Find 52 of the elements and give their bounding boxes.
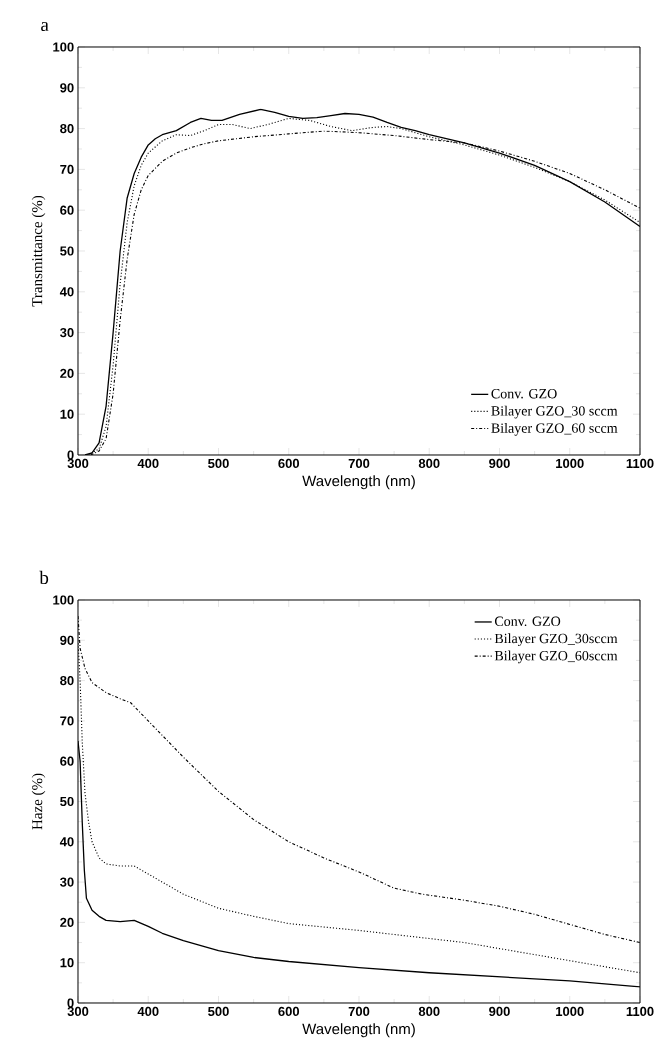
x-tick-label: 800 — [418, 1006, 440, 1017]
legend-label: Bilayer GZO_60 sccm — [491, 422, 618, 436]
y-tick-label: 40 — [59, 287, 74, 297]
legend-label: Bilayer GZO_60sccm — [494, 650, 618, 664]
y-tick-label: 90 — [60, 83, 74, 93]
y-axis-title: Haze (%) — [31, 773, 46, 830]
y-tick-label: 30 — [60, 877, 74, 887]
y-axis-title: Transmittance (%) — [31, 195, 46, 307]
y-tick-label: 80 — [60, 123, 74, 134]
y-tick-label: 30 — [60, 327, 74, 338]
x-tick-label: 900 — [489, 1006, 510, 1017]
x-tick-label: 800 — [418, 458, 440, 469]
x-tick-label: 400 — [137, 1006, 159, 1017]
y-tick-label: 70 — [60, 716, 74, 726]
x-tick-label: 500 — [208, 1006, 229, 1017]
x-tick-label: 300 — [67, 458, 89, 469]
x-tick-label: 1000 — [556, 458, 584, 469]
x-axis-title: Wavelength (nm) — [302, 475, 415, 490]
y-tick-label: 20 — [60, 368, 74, 378]
y-tick-label: 90 — [60, 635, 74, 645]
y-tick-label: 40 — [59, 837, 74, 847]
x-tick-label: 1100 — [626, 458, 654, 469]
x-tick-label: 900 — [489, 458, 510, 469]
x-tick-label: 300 — [67, 1006, 89, 1017]
y-tick-label: 0 — [67, 998, 74, 1008]
y-tick-label: 10 — [60, 409, 74, 419]
x-tick-label: 600 — [278, 1006, 300, 1017]
chart-title: b — [39, 570, 49, 585]
chart-title: a — [41, 21, 49, 32]
y-tick-label: 70 — [60, 164, 74, 174]
y-tick-label: 60 — [60, 205, 74, 215]
y-tick-label: 100 — [53, 595, 74, 605]
y-tick-label: 20 — [60, 917, 74, 927]
x-tick-label: 500 — [208, 458, 229, 469]
x-tick-label: 1000 — [556, 1006, 584, 1017]
y-tick-label: 60 — [60, 756, 74, 766]
legend-label: Conv. GZO — [494, 616, 561, 627]
x-tick-label: 700 — [348, 1006, 370, 1017]
y-tick-label: 0 — [67, 450, 74, 460]
x-tick-label: 700 — [348, 458, 370, 469]
y-tick-label: 50 — [60, 246, 74, 256]
x-tick-label: 400 — [137, 458, 159, 469]
y-tick-label: 80 — [60, 675, 74, 686]
legend-label: Bilayer GZO_30sccm — [494, 633, 618, 647]
x-tick-label: 600 — [278, 458, 300, 469]
x-axis-title: Wavelength (nm) — [302, 1023, 415, 1038]
legend-label: Bilayer GZO_30 sccm — [491, 405, 618, 419]
y-tick-label: 100 — [53, 42, 74, 52]
legend-label: Conv. GZO — [491, 388, 557, 399]
x-tick-label: 1100 — [626, 1006, 654, 1017]
y-tick-label: 50 — [60, 796, 74, 807]
y-tick-label: 10 — [60, 958, 74, 968]
